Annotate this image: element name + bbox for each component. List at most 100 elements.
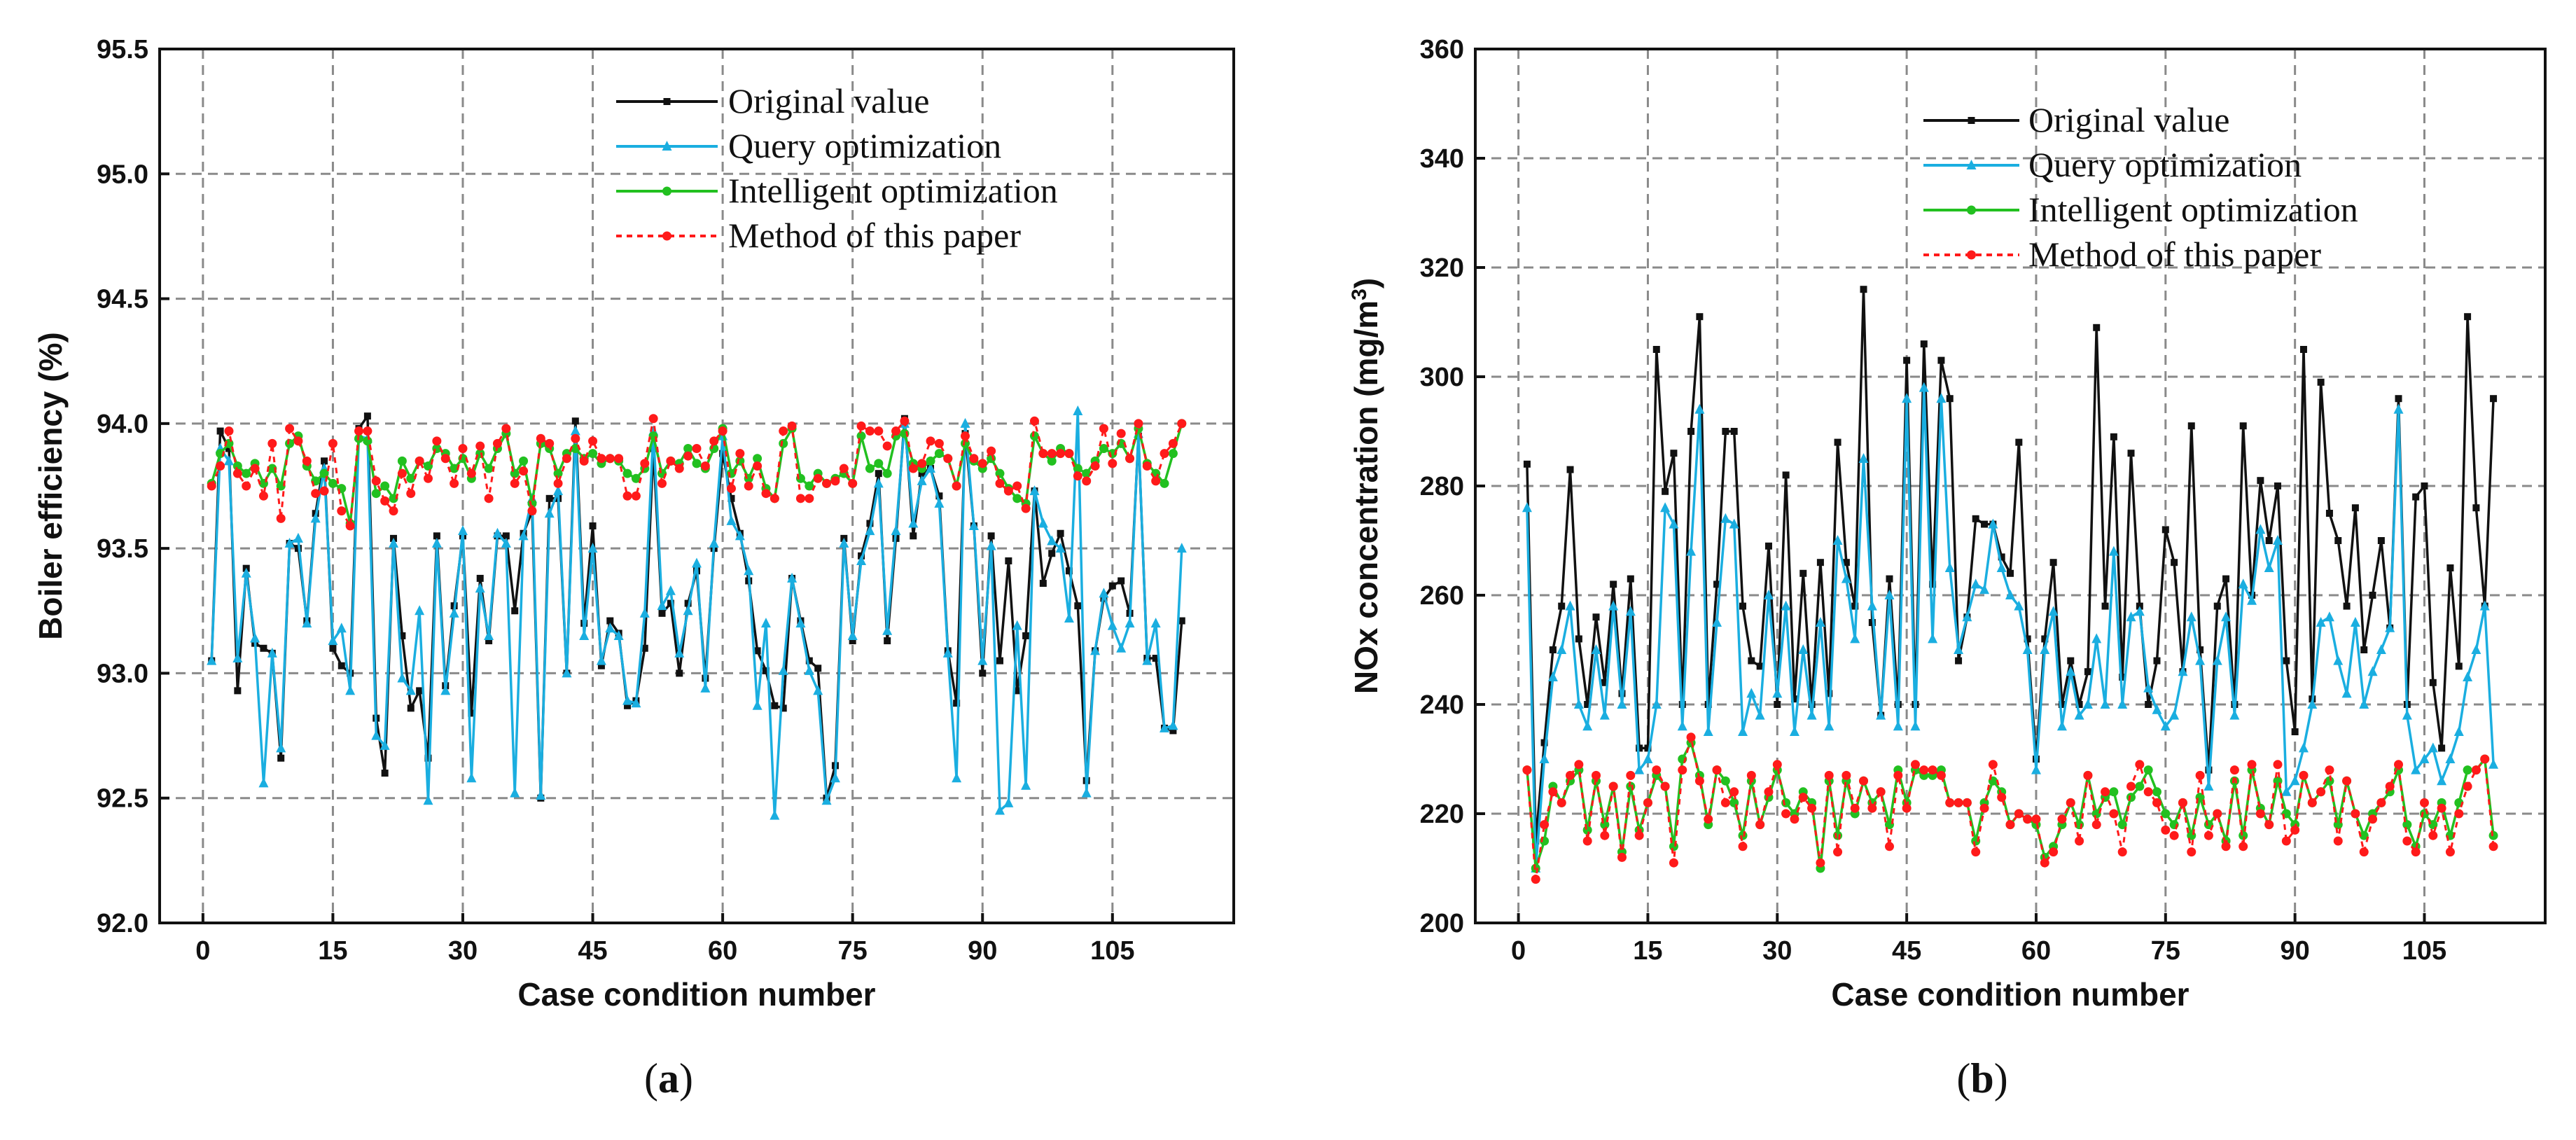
data-point xyxy=(1686,545,1697,556)
data-point xyxy=(2463,672,2473,681)
boiler-efficiency-chart: 92.0 92.5 93.0 93.5 94.0 94.5 95.0 95.5 0 15 30 45 6… xyxy=(32,35,1235,1101)
data-point xyxy=(267,647,277,658)
data-point xyxy=(1858,453,1869,463)
data-point xyxy=(2143,682,2154,693)
data-point xyxy=(778,665,788,675)
data-point xyxy=(952,481,961,491)
y-tick-label: 320 xyxy=(1420,253,1464,283)
data-point xyxy=(1669,842,1678,851)
data-point xyxy=(1962,611,1972,622)
data-point xyxy=(1841,573,1851,583)
data-point xyxy=(640,459,650,468)
data-point xyxy=(2334,537,2342,544)
data-point xyxy=(2488,842,2498,851)
data-point xyxy=(908,517,919,528)
data-point xyxy=(1029,431,1039,441)
data-point xyxy=(1575,635,1582,643)
grid xyxy=(1475,48,2545,924)
data-point xyxy=(1850,803,1860,813)
data-point xyxy=(1729,787,1739,797)
data-point xyxy=(926,456,935,466)
data-point xyxy=(787,572,798,583)
data-point xyxy=(882,441,892,451)
data-point xyxy=(466,772,477,783)
data-point xyxy=(2082,699,2093,709)
data-point xyxy=(2247,595,2257,605)
x-tick-label: 75 xyxy=(2151,936,2180,966)
data-point xyxy=(2075,701,2083,708)
data-point xyxy=(995,478,1005,488)
data-point xyxy=(2402,820,2412,830)
data-point xyxy=(1722,428,1729,435)
data-point xyxy=(1919,382,1929,392)
data-point xyxy=(224,426,234,436)
data-point xyxy=(2419,753,2430,763)
series-line xyxy=(1526,736,2495,881)
data-point xyxy=(424,473,433,483)
data-point xyxy=(1970,578,1981,589)
data-point xyxy=(657,478,667,488)
data-point xyxy=(1669,858,1678,868)
data-point xyxy=(926,436,935,446)
data-point xyxy=(2074,709,2084,720)
data-point xyxy=(1954,644,1964,654)
data-point xyxy=(2394,760,2404,770)
data-point xyxy=(2480,754,2490,764)
data-point xyxy=(814,665,822,672)
data-point xyxy=(2376,798,2386,807)
data-point xyxy=(1029,485,1040,496)
data-point xyxy=(1799,569,1807,577)
data-point xyxy=(371,476,381,486)
data-point xyxy=(873,478,884,488)
data-point xyxy=(2135,781,2145,791)
data-point xyxy=(770,809,780,820)
data-point xyxy=(475,583,485,593)
data-point xyxy=(250,464,260,473)
data-point xyxy=(1625,606,1636,616)
data-point xyxy=(1946,395,1954,403)
data-point xyxy=(900,416,910,426)
data-point xyxy=(1806,709,1817,720)
data-point xyxy=(397,672,408,683)
legend-item: Original value xyxy=(1923,100,2229,139)
data-point xyxy=(665,585,676,595)
data-point xyxy=(1168,438,1178,448)
legend-item: Method of this paper xyxy=(616,216,1021,255)
data-point xyxy=(856,421,866,431)
legend: Original value Query optimization Intellig… xyxy=(1923,100,2358,274)
data-point xyxy=(2196,646,2204,653)
data-point xyxy=(2161,825,2171,835)
data-point xyxy=(2351,809,2360,819)
data-point xyxy=(484,464,494,473)
data-point xyxy=(363,436,373,446)
data-point xyxy=(934,438,944,448)
data-point xyxy=(2161,526,2169,534)
data-point xyxy=(1591,644,1601,654)
data-point xyxy=(934,449,944,459)
x-tick-label: 90 xyxy=(2281,936,2310,966)
data-point xyxy=(969,454,979,464)
data-point xyxy=(1670,450,1678,457)
data-point xyxy=(1522,502,1532,513)
data-point xyxy=(891,525,901,536)
data-point xyxy=(996,657,1003,665)
data-point xyxy=(293,436,303,446)
data-point xyxy=(1651,699,1662,709)
data-point xyxy=(1644,744,1652,752)
data-point xyxy=(1108,459,1118,468)
data-point xyxy=(2066,798,2075,807)
data-point xyxy=(2265,537,2273,544)
data-point xyxy=(1540,739,1548,746)
data-point xyxy=(683,444,693,454)
data-point xyxy=(1118,577,1125,585)
data-point xyxy=(1790,814,1799,824)
data-point xyxy=(2429,679,2437,686)
data-point xyxy=(2091,820,2101,830)
data-point xyxy=(596,655,606,665)
legend-label: Original value xyxy=(728,81,929,120)
x-tick-label: 15 xyxy=(1633,936,1662,966)
data-point xyxy=(1755,709,1765,720)
data-point xyxy=(771,702,779,709)
data-point xyxy=(2108,545,2119,556)
data-point xyxy=(232,461,242,471)
